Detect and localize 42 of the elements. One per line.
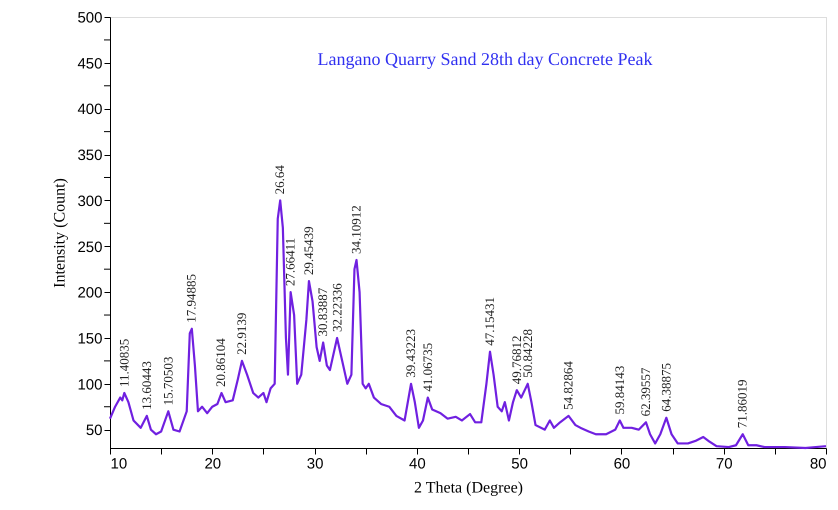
annotation: 39.43223 xyxy=(403,329,418,378)
x-tick-label: 40 xyxy=(409,456,426,472)
annotation: 30.83887 xyxy=(315,287,330,337)
annotation: 71.86019 xyxy=(734,379,750,428)
x-tick-label: 10 xyxy=(110,456,128,472)
annotation: 11.40835 xyxy=(116,338,132,387)
annotation: 32.22336 xyxy=(329,282,344,332)
x-axis-title: 2 Theta (Degree) xyxy=(414,480,523,496)
annotation: 26.64 xyxy=(272,164,288,194)
annotation: 15.70503 xyxy=(160,356,176,406)
y-tick-label: 100 xyxy=(77,376,102,394)
annotation: 41.06735 xyxy=(420,342,435,392)
x-tick-label: 50 xyxy=(511,456,528,472)
y-tick-label: 450 xyxy=(77,55,102,72)
x-tick-label: 70 xyxy=(716,456,733,472)
y-tick-label: 200 xyxy=(77,284,102,302)
y-tick-label: 500 xyxy=(77,10,102,26)
annotation: 59.84143 xyxy=(612,366,627,414)
annotation: 22.9139 xyxy=(234,312,250,355)
annotation: 49.76812 xyxy=(508,335,524,384)
annotation: 64.38875 xyxy=(658,362,674,412)
annotation: 20.86104 xyxy=(213,338,228,387)
y-tick-label: 250 xyxy=(77,238,102,256)
x-tick-label: 60 xyxy=(614,456,630,472)
annotation: 62.39557 xyxy=(638,367,653,416)
y-tick-label: 50 xyxy=(86,422,102,440)
annotation: 34.10912 xyxy=(348,205,364,254)
y-tick-label: 300 xyxy=(77,192,102,210)
text: Langano Quarry Sand 28th day Concrete Peak xyxy=(318,49,652,69)
y-axis-title: Intensity (Count) xyxy=(51,178,68,288)
y-tick-label: 350 xyxy=(77,147,102,164)
annotation: 13.60443 xyxy=(138,361,154,410)
annotation: 27.66411 xyxy=(282,238,298,286)
x-tick-label: 80 xyxy=(810,456,826,472)
annotation: 17.94885 xyxy=(183,274,198,323)
x-tick-label: 30 xyxy=(306,456,324,472)
annotation: 54.82864 xyxy=(560,360,576,410)
x-tick-label: 20 xyxy=(204,456,222,472)
annotation: 47.15431 xyxy=(482,296,498,346)
annotation: 29.45439 xyxy=(300,226,316,276)
y-tick-label: 150 xyxy=(77,330,102,348)
y-tick-label: 400 xyxy=(77,101,102,118)
